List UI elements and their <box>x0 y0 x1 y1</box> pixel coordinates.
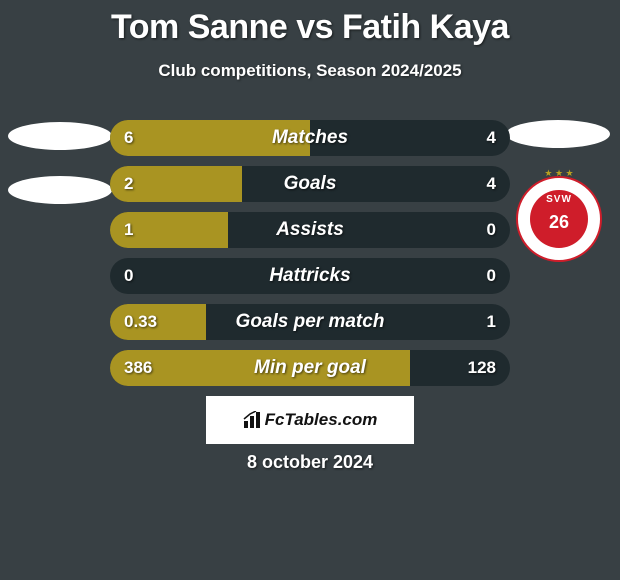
bar-chart-icon <box>243 411 265 429</box>
left-team-placeholder <box>8 122 112 230</box>
bar-row: 0 Hattricks 0 <box>110 258 510 294</box>
bar-row: 386 Min per goal 128 <box>110 350 510 386</box>
attribution-badge: FcTables.com <box>206 396 414 444</box>
snapshot-date: 8 october 2024 <box>0 452 620 473</box>
crest-stars-icon: ★ ★ ★ <box>518 168 600 179</box>
bar-row: 6 Matches 4 <box>110 120 510 156</box>
bar-value-right: 1 <box>487 304 496 340</box>
comparison-bars: 6 Matches 4 2 Goals 4 1 Assists 0 0 Hatt… <box>110 120 510 396</box>
page-subtitle: Club competitions, Season 2024/2025 <box>0 61 620 81</box>
bar-label: Goals per match <box>110 304 510 340</box>
page-title: Tom Sanne vs Fatih Kaya <box>0 0 620 47</box>
crest-outer-ring: ★ ★ ★ SVW 26 <box>516 176 602 262</box>
bar-value-right: 128 <box>468 350 496 386</box>
crest-inner-disc: SVW 26 <box>530 190 588 248</box>
bar-row: 0.33 Goals per match 1 <box>110 304 510 340</box>
bar-label: Hattricks <box>110 258 510 294</box>
blank-oval-icon <box>8 176 112 204</box>
attribution-text: FcTables.com <box>265 410 378 430</box>
right-team-crest: ★ ★ ★ SVW 26 <box>510 176 608 262</box>
bar-label: Matches <box>110 120 510 156</box>
bar-value-right: 0 <box>487 258 496 294</box>
crest-top-label: SVW <box>546 194 572 205</box>
bar-row: 2 Goals 4 <box>110 166 510 202</box>
blank-oval-icon <box>506 120 610 148</box>
bar-value-right: 0 <box>487 212 496 248</box>
blank-oval-icon <box>8 122 112 150</box>
bar-value-right: 4 <box>487 166 496 202</box>
bar-row: 1 Assists 0 <box>110 212 510 248</box>
crest-number: 26 <box>549 212 569 233</box>
bar-label: Goals <box>110 166 510 202</box>
bar-value-right: 4 <box>487 120 496 156</box>
bar-label: Assists <box>110 212 510 248</box>
bar-label: Min per goal <box>110 350 510 386</box>
